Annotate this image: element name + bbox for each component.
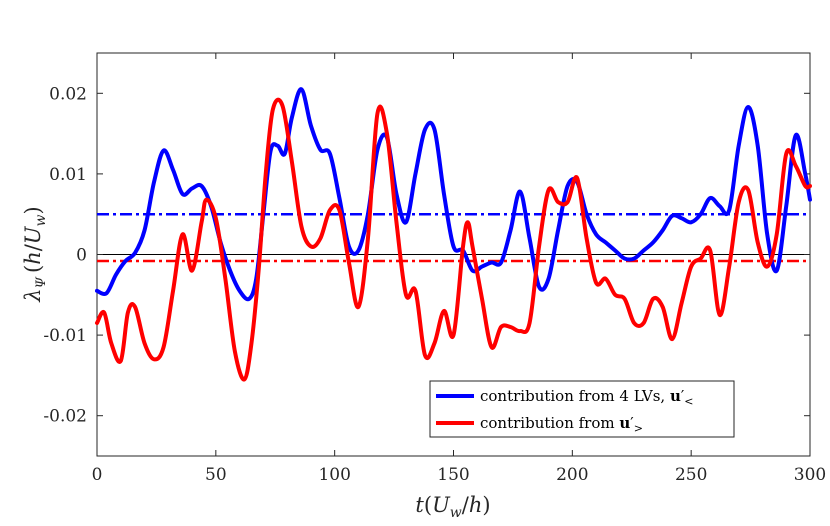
x-tick-label: 0 [92,465,103,485]
legend: contribution from 4 LVs, u′< contributio… [429,380,735,438]
y-axis-ticks: -0.02 -0.01 0 0.01 0.02 [43,84,810,427]
y-tick-label: 0.01 [49,165,87,185]
x-tick-label: 50 [205,465,227,485]
legend-box [429,380,735,438]
y-tick-label: -0.02 [43,407,87,427]
x-tick-label: 200 [556,465,588,485]
x-tick-label: 150 [437,465,469,485]
x-axis-ticks: 0 50 100 150 200 250 300 [92,53,826,485]
legend-entry-red: contribution from u′> [480,414,643,435]
x-axis-label: t(Uw/h) [415,493,490,521]
x-tick-label: 250 [675,465,707,485]
series-lines [95,87,812,382]
y-tick-label: 0.02 [49,84,87,104]
y-tick-label: -0.01 [43,326,87,346]
series-line-1 [95,97,812,382]
legend-entry-blue: contribution from 4 LVs, u′< [480,387,693,408]
x-tick-label: 300 [794,465,826,485]
x-tick-label: 100 [318,465,350,485]
y-tick-label: 0 [76,246,87,266]
y-axis-label: λΨ(h/Uw) [21,206,49,302]
